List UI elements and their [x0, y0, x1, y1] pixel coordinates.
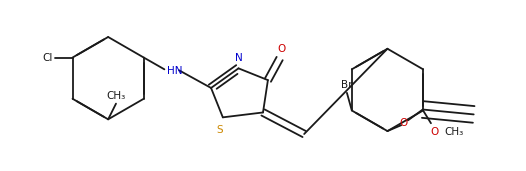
Text: O: O [399, 118, 407, 128]
Text: O: O [431, 127, 439, 137]
Text: O: O [278, 44, 286, 54]
Text: CH₃: CH₃ [106, 91, 126, 101]
Text: N: N [235, 54, 242, 63]
Text: CH₃: CH₃ [444, 127, 464, 137]
Text: S: S [217, 125, 223, 135]
Text: Cl: Cl [43, 52, 53, 63]
Text: HN: HN [167, 66, 183, 76]
Text: Br: Br [341, 80, 352, 90]
